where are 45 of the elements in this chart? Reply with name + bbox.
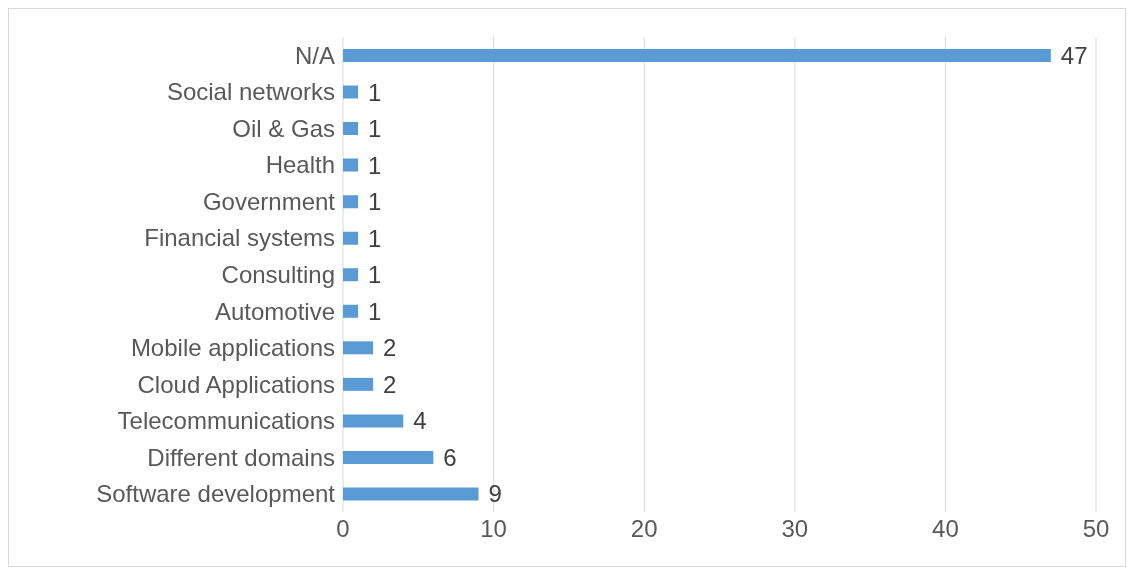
- y-tick-label: Government: [202, 187, 336, 215]
- bar: [343, 414, 404, 428]
- y-tick-label: Software development: [96, 480, 336, 508]
- x-tick-label: 30: [781, 515, 809, 543]
- x-tick-label: 10: [480, 515, 507, 543]
- y-tick-label: Automotive: [214, 297, 335, 325]
- bar: [343, 304, 359, 318]
- data-label: 2: [383, 334, 397, 362]
- x-tick-label: 40: [932, 515, 959, 543]
- y-tick-label: Financial systems: [144, 224, 335, 252]
- bar: [343, 49, 1051, 62]
- y-tick-label: Oil & Gas: [232, 114, 335, 142]
- bar: [343, 195, 359, 209]
- data-label: 1: [368, 78, 382, 106]
- data-label: 1: [368, 188, 382, 216]
- data-label: 6: [443, 443, 457, 471]
- y-tick-label: Telecommunications: [117, 407, 335, 435]
- y-tick-label: N/A: [294, 41, 335, 69]
- data-label: 1: [368, 297, 382, 325]
- x-tick-label: 50: [1082, 515, 1110, 543]
- data-label: 1: [368, 151, 382, 179]
- bar: [343, 85, 359, 99]
- y-tick-label: Health: [265, 151, 335, 179]
- bar: [343, 122, 359, 136]
- data-label: 1: [368, 261, 382, 289]
- y-tick-label: Social networks: [166, 78, 335, 106]
- x-tick-label: 20: [630, 515, 658, 543]
- y-tick-label: Consulting: [221, 261, 335, 289]
- data-label: 9: [488, 480, 502, 508]
- y-tick-label: Mobile applications: [130, 334, 335, 362]
- bar: [343, 450, 434, 464]
- y-tick-label: Cloud Applications: [137, 370, 335, 398]
- bar: [343, 341, 374, 355]
- bar: [343, 268, 359, 282]
- bar: [343, 231, 359, 245]
- data-label: 2: [383, 370, 397, 398]
- data-label: 4: [413, 407, 427, 435]
- y-tick-label: Different domains: [147, 443, 335, 471]
- bar: [343, 487, 479, 501]
- data-label: 1: [368, 115, 382, 143]
- bar: [343, 377, 374, 391]
- data-label: 47: [1060, 42, 1088, 70]
- data-label: 1: [368, 224, 382, 252]
- bar: [343, 158, 359, 172]
- x-tick-label: 0: [336, 515, 350, 543]
